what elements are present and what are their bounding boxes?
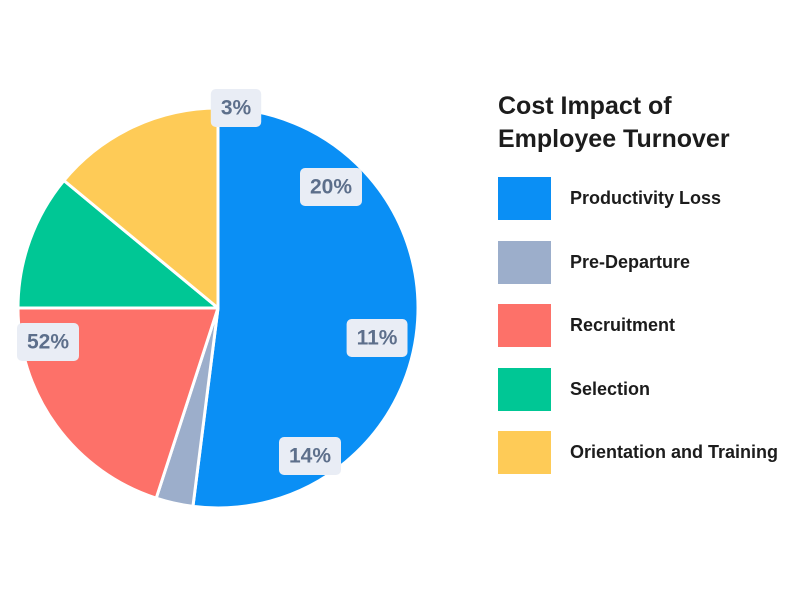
pie-chart: 52% 3% 20% 11% 14% — [16, 89, 420, 510]
legend-swatch-productivity-loss — [498, 177, 551, 220]
legend-label-pre-departure: Pre-Departure — [570, 251, 691, 272]
pie-value-labels: 52% 3% 20% 11% 14% — [17, 89, 408, 475]
pie-slice-selection — [16, 179, 220, 310]
legend-item-selection: Selection — [498, 367, 778, 411]
value-label-bg-selection — [346, 319, 408, 357]
legend-label-orientation-and-training: Orientation and Training — [570, 442, 779, 462]
chart-title-line-2: Employee Turnover — [498, 125, 730, 153]
legend-swatch-selection — [498, 367, 551, 411]
value-label-productivity-loss: 52% — [17, 323, 79, 361]
legend-label-selection: Selection — [570, 378, 651, 399]
legend-item-orientation-and-training: Orientation and Training — [498, 431, 778, 474]
value-label-bg-pre-departure — [210, 89, 262, 127]
value-label-recruitment: 20% — [300, 168, 362, 206]
value-label-text-selection: 11% — [357, 327, 398, 350]
legend-item-recruitment: Recruitment — [498, 304, 778, 347]
value-label-bg-recruitment — [300, 168, 362, 206]
legend: Productivity Loss Pre-Departure Recruitm… — [498, 177, 778, 495]
value-label-text-recruitment: 20% — [310, 176, 352, 199]
legend-item-productivity-loss: Productivity Loss — [498, 177, 778, 220]
legend-swatch-orientation-and-training — [498, 431, 551, 474]
value-label-text-productivity-loss: 52% — [27, 331, 69, 354]
value-label-selection: 11% — [346, 319, 408, 357]
pie-slice-productivity-loss — [191, 106, 420, 510]
pie-slice-orientation-and-training — [62, 106, 220, 310]
chart-title-line-1: Cost Impact of — [498, 92, 672, 120]
value-label-bg-productivity-loss — [17, 323, 79, 361]
legend-item-pre-departure: Pre-Departure — [498, 240, 778, 284]
value-label-orientation-and-training: 14% — [279, 437, 341, 475]
value-label-text-pre-departure: 3% — [221, 97, 252, 120]
pie-slices — [16, 106, 420, 510]
value-label-bg-orientation-and-training — [279, 437, 341, 475]
value-label-text-orientation-and-training: 14% — [289, 445, 331, 468]
legend-label-recruitment: Recruitment — [570, 315, 676, 335]
value-label-pre-departure: 3% — [210, 89, 262, 127]
legend-label-productivity-loss: Productivity Loss — [570, 188, 722, 208]
legend-swatch-pre-departure — [498, 240, 551, 284]
chart-title: Cost Impact of Employee Turnover — [498, 90, 798, 156]
legend-swatch-recruitment — [498, 304, 551, 347]
